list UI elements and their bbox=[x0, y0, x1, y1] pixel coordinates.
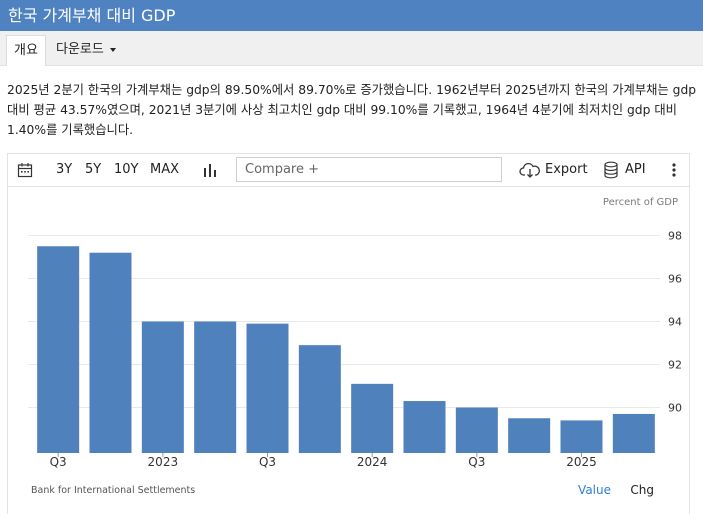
y-tick-label: 92 bbox=[668, 359, 682, 372]
range-max-button[interactable]: MAX bbox=[150, 162, 180, 177]
x-tick-label: 2024 bbox=[357, 455, 388, 469]
description-text: 2025년 2분기 한국의 가계부채는 gdp의 89.50%에서 89.70%… bbox=[7, 83, 697, 137]
chg-tab[interactable]: Chg bbox=[630, 483, 654, 497]
database-icon[interactable] bbox=[603, 161, 619, 179]
more-vertical-icon[interactable] bbox=[667, 162, 681, 178]
x-tick-label: 2025 bbox=[566, 455, 597, 469]
range-5y-button[interactable]: 5Y bbox=[85, 162, 102, 177]
bar[interactable] bbox=[194, 321, 237, 454]
bar[interactable] bbox=[351, 383, 394, 453]
source-label: Bank for International Settlements bbox=[31, 485, 195, 496]
page-title: 한국 가계부채 대비 GDP bbox=[8, 6, 176, 25]
bar[interactable] bbox=[141, 321, 184, 454]
x-tick-label: Q3 bbox=[259, 455, 276, 469]
x-tick-label: Q3 bbox=[50, 455, 67, 469]
bar[interactable] bbox=[403, 401, 446, 453]
bar[interactable] bbox=[89, 252, 132, 453]
chart-toolbar: 3Y 5Y 10Y MAX Compare + Export API bbox=[8, 154, 689, 187]
chart-panel: 3Y 5Y 10Y MAX Compare + Export API bbox=[7, 153, 690, 514]
tab-download[interactable]: 다운로드 bbox=[56, 35, 116, 65]
y-tick-label: 98 bbox=[668, 230, 682, 243]
range-3y-button[interactable]: 3Y bbox=[56, 162, 73, 177]
api-button[interactable]: API bbox=[625, 162, 646, 177]
bar[interactable] bbox=[37, 246, 80, 453]
export-button[interactable]: Export bbox=[545, 162, 588, 177]
unit-label: Percent of GDP bbox=[603, 197, 678, 208]
bar[interactable] bbox=[298, 345, 341, 453]
x-tick-label: 2023 bbox=[148, 455, 179, 469]
bar[interactable] bbox=[455, 407, 498, 454]
bar[interactable] bbox=[508, 418, 551, 453]
y-tick-label: 96 bbox=[668, 273, 682, 286]
tab-overview[interactable]: 개요 bbox=[6, 35, 46, 66]
y-tick-label: 94 bbox=[668, 316, 682, 329]
value-tab[interactable]: Value bbox=[578, 483, 611, 497]
bar[interactable] bbox=[612, 413, 655, 453]
cloud-download-icon[interactable] bbox=[519, 161, 541, 179]
y-tick-label: 90 bbox=[668, 402, 682, 415]
range-10y-button[interactable]: 10Y bbox=[114, 162, 139, 177]
caret-down-icon bbox=[109, 47, 116, 52]
x-tick-label: Q3 bbox=[468, 455, 485, 469]
calendar-icon[interactable] bbox=[17, 162, 33, 178]
bar[interactable] bbox=[560, 420, 603, 453]
bar[interactable] bbox=[246, 323, 289, 453]
bar-chart-icon[interactable] bbox=[202, 162, 218, 178]
tab-bar: 개요 다운로드 bbox=[0, 31, 703, 66]
compare-input[interactable]: Compare + bbox=[236, 157, 502, 182]
tab-download-label: 다운로드 bbox=[56, 42, 104, 57]
title-bar: 한국 가계부채 대비 GDP bbox=[0, 0, 703, 31]
